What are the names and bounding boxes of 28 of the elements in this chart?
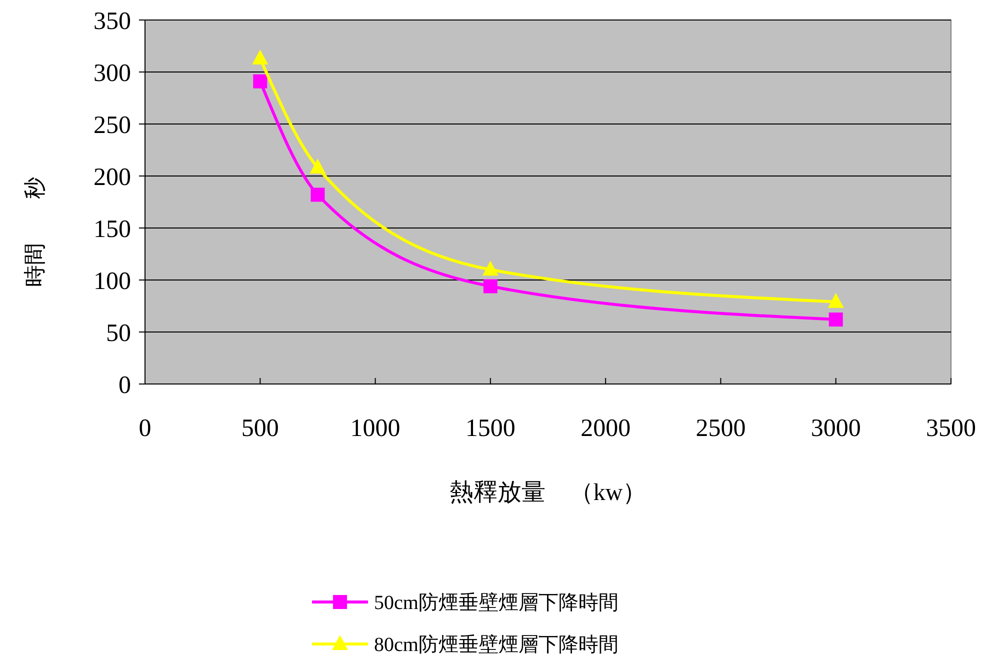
y-tick-label: 250	[94, 112, 131, 139]
legend-label: 50cm防煙垂壁煙層下降時間	[374, 592, 618, 614]
legend-label: 80cm防煙垂壁煙層下降時間	[374, 634, 618, 656]
x-tick-label: 1500	[465, 415, 516, 442]
y-tick-label: 50	[106, 320, 131, 347]
point	[310, 188, 325, 202]
y-tick-label: 200	[94, 164, 131, 191]
x-tick-label: 2500	[696, 415, 746, 442]
y-tick-label: 300	[94, 60, 131, 87]
point	[253, 74, 268, 88]
point	[310, 158, 326, 174]
y-tick-label: 0	[118, 372, 131, 399]
x-tick-label: 0	[138, 415, 152, 442]
point	[252, 49, 268, 64]
point	[828, 292, 844, 308]
y-tick-label: 350	[94, 8, 131, 35]
x-tick-label: 3500	[926, 415, 976, 442]
y-axis-title: 時間 秒	[22, 177, 47, 287]
x-tick-label: 3000	[810, 415, 861, 442]
x-tick-label: 500	[241, 415, 279, 442]
point	[828, 312, 843, 327]
point	[482, 260, 498, 276]
x-tick-label: 2000	[580, 415, 631, 442]
x-axis-title: 熱釋放量 （kw）	[449, 480, 647, 506]
x-tick-label: 1000	[350, 415, 400, 442]
y-tick-label: 150	[94, 216, 131, 243]
y-tick-label: 100	[94, 268, 131, 295]
point	[483, 279, 498, 294]
